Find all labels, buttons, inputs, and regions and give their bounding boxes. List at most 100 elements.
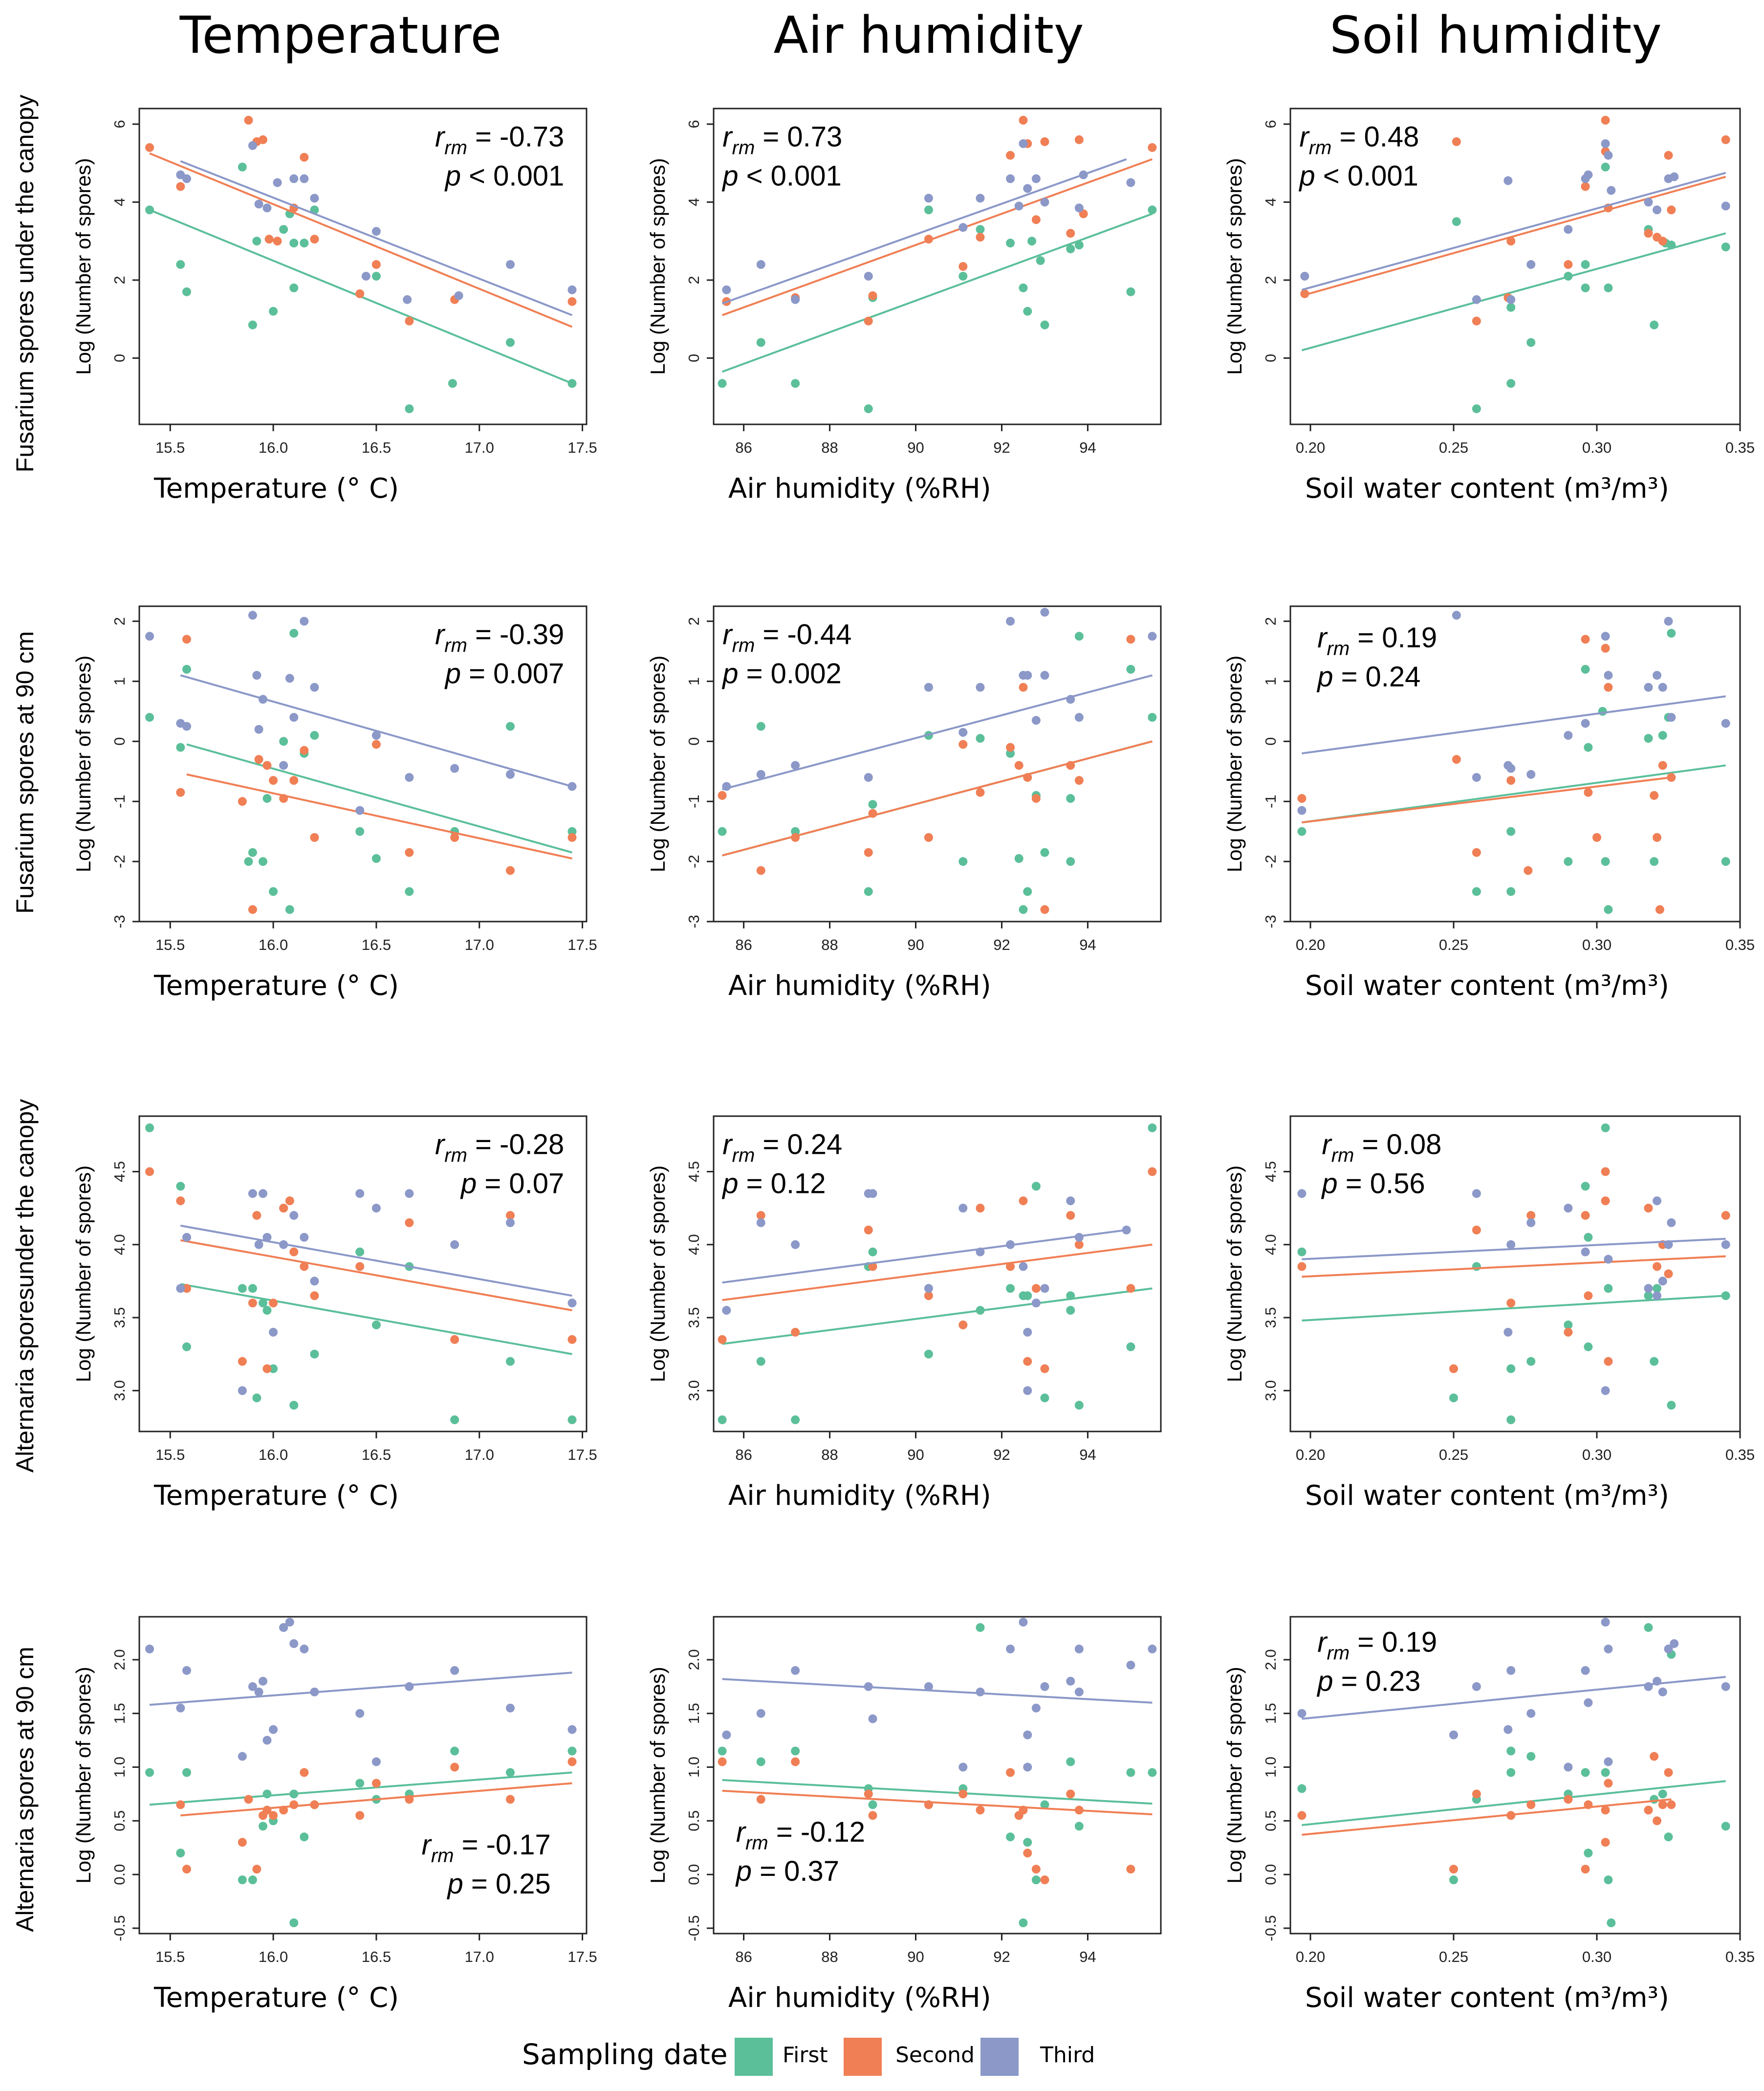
- data-point-third: [1040, 608, 1049, 617]
- fit-line-first: [1302, 1780, 1726, 1827]
- data-point-first: [1581, 1182, 1590, 1191]
- data-point-first: [1126, 665, 1135, 674]
- row-title-alternaria-canopy: Alternaria sporesunder the canopy: [11, 1099, 39, 1473]
- data-point-third: [1604, 1757, 1613, 1766]
- stat-p: p = 0.37: [735, 1855, 839, 1887]
- data-point-second: [718, 1757, 727, 1766]
- data-point-third: [722, 1730, 731, 1739]
- data-point-first: [244, 857, 253, 866]
- data-point-third: [1066, 695, 1075, 704]
- x-tick-label: 0.20: [1296, 936, 1325, 953]
- data-point-third: [258, 1676, 267, 1686]
- data-point-second: [289, 776, 299, 785]
- y-tick-label: -0.5: [685, 1915, 702, 1941]
- fit-line-second: [1301, 176, 1726, 297]
- x-tick-label: 94: [1079, 439, 1096, 456]
- data-point-first: [791, 1415, 800, 1425]
- data-point-second: [300, 1768, 309, 1777]
- data-point-second: [1023, 1357, 1032, 1366]
- data-point-second: [1604, 1779, 1613, 1788]
- data-point-second: [264, 235, 274, 244]
- x-tick-label: 16.5: [362, 1948, 391, 1965]
- data-point-third: [976, 682, 985, 692]
- fit-line-second: [149, 152, 573, 328]
- data-point-third: [403, 295, 412, 304]
- data-point-first: [1126, 1342, 1135, 1351]
- data-point-first: [756, 1757, 765, 1766]
- data-point-first: [1650, 320, 1659, 330]
- data-point-third: [1023, 1730, 1032, 1739]
- data-point-second: [300, 153, 309, 162]
- stat-r: rrm = -0.44: [722, 618, 851, 656]
- data-point-first: [958, 857, 968, 866]
- data-point-third: [505, 1703, 515, 1713]
- panel-r2-temp: 15.5 16.0 16.5 17.0 17.5 3.0 3.5 4.0 4.5 Log (Num…: [72, 1115, 597, 1512]
- x-tick-label: 15.5: [155, 1948, 185, 1965]
- data-point-first: [248, 1284, 257, 1293]
- data-point-first: [1581, 665, 1590, 674]
- data-point-first: [1653, 1284, 1662, 1293]
- y-tick-label: -2: [685, 855, 702, 868]
- data-point-second: [1014, 1811, 1024, 1820]
- x-tick-label: 0.30: [1582, 439, 1612, 456]
- data-point-second: [279, 1805, 288, 1815]
- data-point-second: [756, 866, 765, 875]
- data-point-third: [1014, 201, 1024, 211]
- x-tick-label: 15.5: [155, 936, 185, 953]
- data-point-third: [405, 1189, 414, 1198]
- data-point-second: [1297, 1262, 1307, 1271]
- data-point-third: [958, 1762, 968, 1772]
- data-point-third: [285, 674, 294, 683]
- data-point-second: [371, 260, 381, 269]
- data-point-first: [300, 1832, 309, 1842]
- data-point-second: [924, 1800, 933, 1809]
- y-tick-label: 3.0: [685, 1380, 702, 1401]
- data-point-third: [505, 770, 515, 779]
- x-tick-label: 0.25: [1439, 1948, 1468, 1965]
- data-point-first: [1031, 1875, 1041, 1885]
- data-point-third: [1721, 719, 1730, 728]
- data-point-first: [791, 379, 800, 388]
- data-point-first: [1066, 794, 1075, 803]
- y-tick-label: 1.5: [1262, 1703, 1279, 1724]
- data-point-second: [176, 182, 185, 191]
- x-tick-label: 90: [907, 936, 924, 953]
- data-point-first: [1604, 1875, 1613, 1885]
- panel-r0-temp: 15.5 16.0 16.5 17.0 17.5 0 2 4 6 Log (Number of s…: [72, 108, 597, 505]
- y-tick-label: 3.5: [685, 1307, 702, 1328]
- data-point-third: [262, 1233, 272, 1242]
- data-point-third: [1074, 1233, 1084, 1242]
- data-point-second: [567, 297, 577, 306]
- data-point-second: [252, 1865, 261, 1874]
- data-point-third: [1664, 1240, 1673, 1249]
- y-tick-label: 1: [111, 677, 128, 685]
- data-point-second: [1653, 1816, 1662, 1826]
- data-point-third: [1526, 260, 1536, 269]
- data-point-second: [1066, 229, 1075, 238]
- data-point-first: [1667, 1401, 1676, 1410]
- data-point-second: [310, 235, 319, 244]
- data-point-second: [1040, 137, 1049, 146]
- data-point-first: [924, 205, 933, 215]
- data-point-first: [1040, 848, 1049, 857]
- data-point-third: [355, 1709, 365, 1718]
- data-point-second: [1658, 237, 1667, 246]
- plot-frame: [138, 1616, 588, 1935]
- data-point-third: [505, 1218, 515, 1227]
- data-point-first: [1564, 271, 1573, 281]
- y-tick-label: 4.0: [1262, 1234, 1279, 1255]
- data-point-third: [1506, 1240, 1516, 1249]
- data-point-third: [756, 260, 765, 269]
- data-point-second: [567, 1335, 577, 1344]
- x-tick-label: 94: [1079, 1948, 1096, 1965]
- data-point-first: [289, 239, 299, 248]
- x-tick-label: 0.25: [1439, 936, 1468, 953]
- data-point-third: [1664, 616, 1673, 626]
- x-axis-label: Air humidity (%RH): [728, 1480, 991, 1512]
- fit-line-first: [186, 743, 573, 854]
- data-point-first: [718, 379, 727, 388]
- fit-line-third: [180, 1224, 572, 1297]
- data-point-first: [1601, 162, 1610, 172]
- x-axis-label: Air humidity (%RH): [728, 1982, 991, 2014]
- data-point-third: [1472, 295, 1481, 304]
